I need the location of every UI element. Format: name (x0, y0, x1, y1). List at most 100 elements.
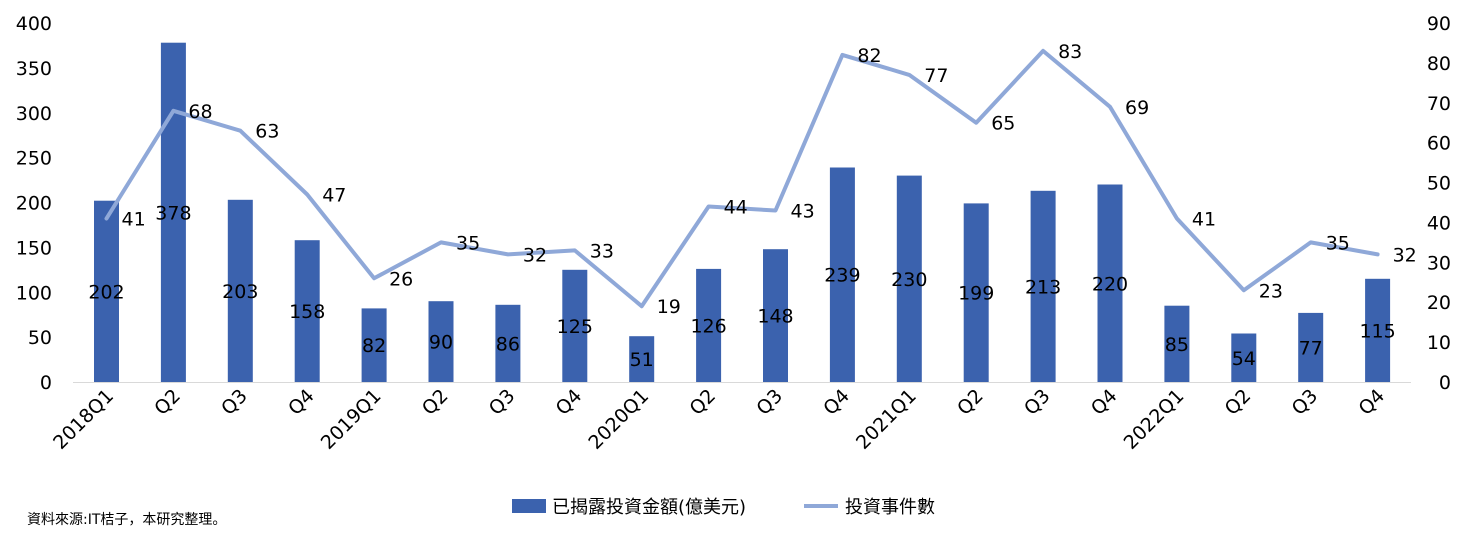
bar-0 (94, 200, 119, 382)
bar-value-label-11: 239 (824, 265, 860, 287)
x-tick-label-6: Q3 (485, 385, 520, 420)
bar-value-label-6: 86 (496, 333, 520, 355)
right-tick-label-4: 40 (1427, 212, 1451, 234)
x-tick-label-7: Q4 (552, 385, 587, 420)
bar-value-label-14: 213 (1025, 276, 1061, 298)
line-path (104, 48, 1380, 309)
line-value-label-13: 65 (991, 113, 1015, 135)
right-tick-label-3: 30 (1427, 252, 1451, 274)
line-value-label-1: 68 (188, 101, 212, 123)
x-tick-label-12: 2021Q1 (852, 385, 921, 454)
x-tick-label-9: Q2 (685, 385, 720, 420)
bar-3 (294, 240, 320, 382)
line-value-label-18: 35 (1326, 232, 1350, 254)
x-tick-label-0: 2018Q1 (49, 385, 118, 454)
x-tick-label-2: Q3 (217, 385, 252, 420)
bar-5 (428, 301, 454, 382)
x-tick-label-5: Q2 (418, 385, 453, 420)
left-tick-label-4: 200 (16, 193, 52, 215)
x-tick-label-1: Q2 (150, 385, 185, 420)
bar-12 (896, 175, 922, 382)
bar-value-label-2: 203 (222, 281, 258, 303)
legend-swatch-bar (512, 499, 546, 513)
bar-value-label-8: 51 (630, 349, 654, 371)
bar-8 (629, 336, 655, 382)
x-tick-label-11: Q4 (819, 385, 854, 420)
bar-value-label-5: 90 (429, 332, 453, 354)
line-value-label-6: 32 (523, 244, 547, 266)
bar-value-label-0: 202 (88, 281, 124, 303)
x-tick-label-17: Q2 (1221, 385, 1256, 420)
x-tick-label-8: 2020Q1 (584, 385, 653, 454)
bar-value-label-10: 148 (757, 306, 793, 328)
right-tick-label-7: 70 (1427, 93, 1451, 115)
line-value-label-7: 33 (590, 240, 614, 262)
bar-series (94, 42, 1391, 382)
line-value-label-16: 41 (1192, 209, 1216, 231)
bar-value-label-19: 115 (1359, 320, 1395, 342)
right-tick-label-9: 90 (1427, 13, 1451, 35)
left-tick-label-1: 50 (28, 327, 52, 349)
line-value-label-19: 32 (1393, 244, 1417, 266)
bar-14 (1030, 190, 1056, 382)
right-tick-label-2: 20 (1427, 292, 1451, 314)
x-tick-label-13: Q2 (953, 385, 988, 420)
bar-value-label-7: 125 (557, 316, 593, 338)
source-note: 資料來源:IT桔子，本研究整理。 (27, 512, 227, 528)
line-value-label-11: 82 (857, 45, 881, 67)
left-tick-label-3: 150 (16, 237, 52, 259)
left-tick-label-5: 250 (16, 148, 52, 170)
bar-4 (361, 308, 387, 382)
legend-label-bar: 已揭露投資金額(億美元) (552, 497, 746, 518)
right-tick-label-0: 0 (1439, 372, 1451, 394)
bar-17 (1231, 333, 1257, 382)
line-value-label-9: 44 (724, 197, 748, 219)
bar-15 (1097, 184, 1123, 382)
bar-value-label-4: 82 (362, 335, 386, 357)
line-series (104, 48, 1380, 309)
bar-2 (227, 199, 253, 382)
line-value-label-10: 43 (791, 201, 815, 223)
plot-area: 0 50 100 150 200 250 300 350 400 0 10 20 30 40 50 60 70… (16, 13, 1451, 454)
bar-value-label-15: 220 (1092, 273, 1128, 295)
right-tick-label-1: 10 (1427, 332, 1451, 354)
line-value-label-8: 19 (657, 296, 681, 318)
bar-value-label-18: 77 (1299, 337, 1323, 359)
x-tick-label-14: Q3 (1020, 385, 1055, 420)
legend-label-line: 投資事件數 (845, 497, 935, 518)
bar-7 (562, 269, 588, 382)
bar-13 (963, 203, 989, 382)
line-value-label-3: 47 (322, 185, 346, 207)
x-tick-label-16: 2022Q1 (1120, 385, 1189, 454)
bar-18 (1298, 312, 1324, 382)
bar-data-labels: 202 378 203 158 82 90 86 125 51 126 148 239 230 199 21… (88, 202, 1395, 371)
line-value-label-0: 41 (122, 209, 146, 231)
x-tick-label-10: Q3 (752, 385, 787, 420)
x-tick-label-19: Q4 (1354, 385, 1389, 420)
bar-value-label-12: 230 (891, 269, 927, 291)
bar-value-label-13: 199 (958, 283, 994, 305)
line-data-labels: 41 68 63 47 26 35 32 33 19 44 43 82 77 65 83 69 41 23 35 32 (122, 41, 1417, 318)
left-tick-label-6: 300 (16, 103, 52, 125)
line-value-label-14: 83 (1058, 41, 1082, 63)
x-tick-label-18: Q3 (1288, 385, 1323, 420)
bar-value-label-1: 378 (155, 202, 191, 224)
left-y-axis: 0 50 100 150 200 250 300 350 400 (16, 13, 52, 394)
bar-value-label-17: 54 (1232, 348, 1256, 370)
bar-10 (763, 249, 788, 382)
left-tick-label-0: 0 (40, 372, 52, 394)
line-value-label-4: 26 (389, 268, 413, 290)
left-tick-label-8: 400 (16, 13, 52, 35)
x-tick-label-4: 2019Q1 (317, 385, 386, 454)
bar-16 (1164, 305, 1190, 382)
right-y-axis: 0 10 20 30 40 50 60 70 80 90 (1427, 13, 1451, 394)
line-value-label-2: 63 (255, 121, 279, 143)
line-value-label-12: 77 (924, 65, 948, 87)
right-tick-label-5: 50 (1427, 173, 1451, 195)
line-value-label-5: 35 (456, 232, 480, 254)
bar-1 (160, 42, 186, 382)
line-value-label-15: 69 (1125, 97, 1149, 119)
x-tick-label-3: Q4 (284, 385, 319, 420)
